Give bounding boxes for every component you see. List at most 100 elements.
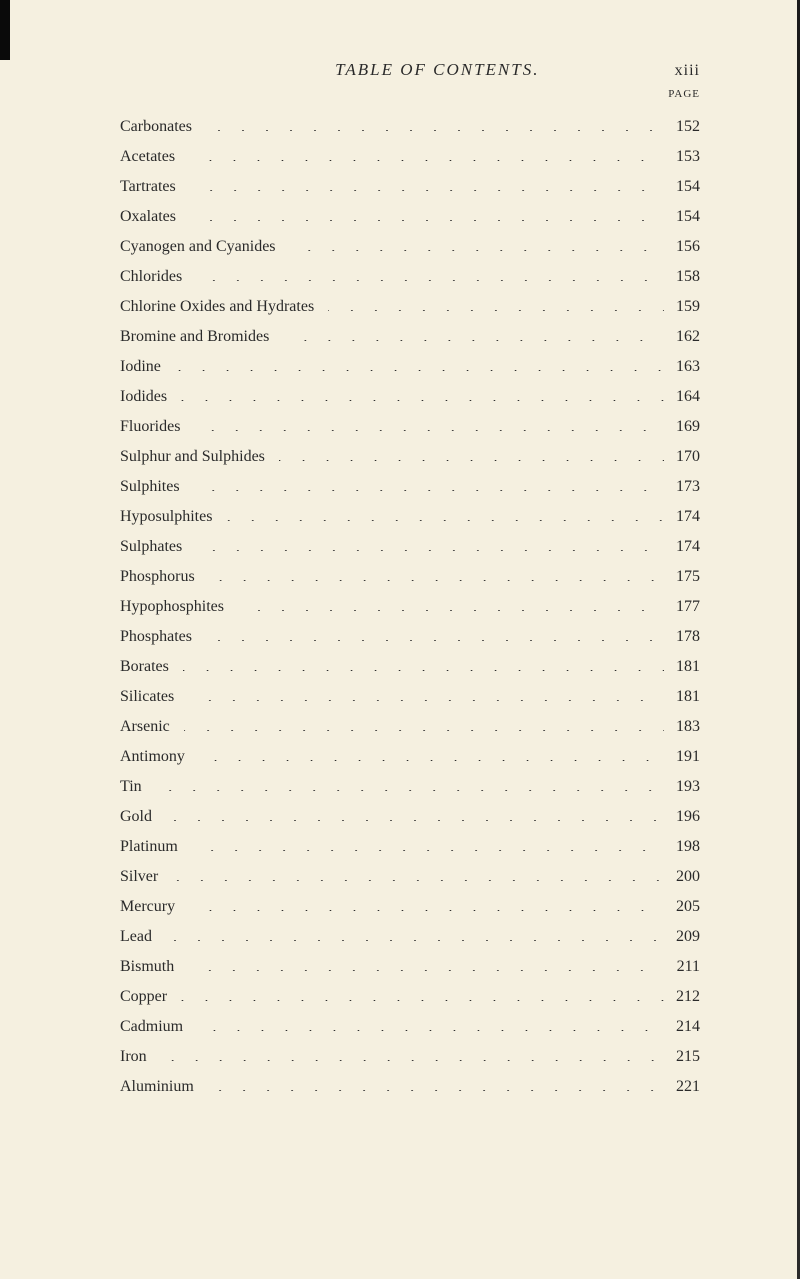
toc-entry-label: Oxalates <box>120 208 176 226</box>
toc-entry-label: Acetates <box>120 148 175 166</box>
toc-entry-page: 193 <box>670 778 700 796</box>
toc-entry-label: Tin <box>120 778 142 796</box>
toc-dots <box>196 550 664 551</box>
toc-entry: Sulphur and Sulphides170 <box>120 448 700 466</box>
toc-entry-page: 164 <box>670 388 700 406</box>
toc-entry: Chlorides158 <box>120 268 700 286</box>
toc-dots <box>172 880 664 881</box>
toc-entry-label: Silver <box>120 868 158 886</box>
toc-entry-page: 174 <box>670 538 700 556</box>
toc-entry-label: Tartrates <box>120 178 176 196</box>
toc-dots <box>238 610 664 611</box>
toc-entry: Phosphorus 175 <box>120 568 700 586</box>
toc-entry-label: Phosphates <box>120 628 192 646</box>
toc-entry-page: 198 <box>670 838 700 856</box>
toc-entry-page: 191 <box>670 748 700 766</box>
toc-entry: Cadmium 214 <box>120 1018 700 1036</box>
toc-dots <box>189 910 664 911</box>
toc-entry-label: Arsenic <box>120 718 170 736</box>
toc-dots <box>181 400 664 401</box>
toc-entry-page: 221 <box>670 1078 700 1096</box>
toc-entry-label: Lead <box>120 928 152 946</box>
page-number-roman: xiii <box>675 62 700 80</box>
toc-entry: Silicates 181 <box>120 688 700 706</box>
toc-dots <box>196 280 664 281</box>
toc-entry-label: Hypophosphites <box>120 598 224 616</box>
toc-entry-page: 183 <box>670 718 700 736</box>
toc-entry: Iodides164 <box>120 388 700 406</box>
toc-entry-label: Sulphates <box>120 538 182 556</box>
toc-entry-page: 196 <box>670 808 700 826</box>
toc-entry-page: 212 <box>670 988 700 1006</box>
toc-dots <box>184 730 664 731</box>
toc-dots <box>206 640 664 641</box>
toc-dots <box>206 130 664 131</box>
toc-entry: Oxalates154 <box>120 208 700 226</box>
toc-list: Carbonates152Acetates153Tartrates154Oxal… <box>120 118 700 1096</box>
toc-entry-page: 156 <box>670 238 700 256</box>
toc-entry-label: Carbonates <box>120 118 192 136</box>
toc-entry-page: 209 <box>670 928 700 946</box>
toc-entry: Bromine and Bromides 162 <box>120 328 700 346</box>
toc-entry-label: Bromine and Bromides <box>120 328 269 346</box>
toc-dots <box>166 940 664 941</box>
page-edge-mark <box>0 0 10 60</box>
toc-dots <box>181 1000 664 1001</box>
toc-entry-page: 181 <box>670 688 700 706</box>
toc-entry: Chlorine Oxides and Hydrates159 <box>120 298 700 316</box>
toc-entry: Carbonates 152 <box>120 118 700 136</box>
toc-dots <box>197 1030 664 1031</box>
toc-entry-label: Platinum <box>120 838 178 856</box>
toc-entry-label: Chlorides <box>120 268 182 286</box>
toc-entry: Sulphates 174 <box>120 538 700 556</box>
toc-entry: Fluorides169 <box>120 418 700 436</box>
toc-dots <box>189 160 664 161</box>
toc-entry-page: 173 <box>670 478 700 496</box>
toc-entry-page: 211 <box>670 958 700 976</box>
toc-dots <box>209 580 664 581</box>
toc-entry: Silver200 <box>120 868 700 886</box>
toc-entry-page: 159 <box>670 298 700 316</box>
toc-entry-page: 153 <box>670 148 700 166</box>
toc-dots <box>194 490 664 491</box>
toc-entry-page: 152 <box>670 118 700 136</box>
toc-dots <box>226 520 664 521</box>
toc-entry-label: Gold <box>120 808 152 826</box>
toc-entry: Cyanogen and Cyanides156 <box>120 238 700 256</box>
toc-entry: Hyposulphites174 <box>120 508 700 526</box>
toc-entry-label: Hyposulphites <box>120 508 212 526</box>
toc-entry: Acetates 153 <box>120 148 700 166</box>
toc-entry: Mercury205 <box>120 898 700 916</box>
toc-entry: Lead 209 <box>120 928 700 946</box>
toc-entry-page: 175 <box>670 568 700 586</box>
toc-entry-page: 178 <box>670 628 700 646</box>
toc-entry-label: Phosphorus <box>120 568 195 586</box>
page-column-label: PAGE <box>120 88 700 100</box>
toc-entry-page: 170 <box>670 448 700 466</box>
toc-entry: Copper212 <box>120 988 700 1006</box>
toc-entry: Iron215 <box>120 1048 700 1066</box>
toc-dots <box>188 970 664 971</box>
toc-entry-label: Borates <box>120 658 169 676</box>
header-title: TABLE OF CONTENTS. <box>120 60 675 80</box>
toc-dots <box>175 370 664 371</box>
toc-entry: Phosphates 178 <box>120 628 700 646</box>
toc-entry-page: 214 <box>670 1018 700 1036</box>
toc-entry-label: Mercury <box>120 898 175 916</box>
toc-entry: Antimony191 <box>120 748 700 766</box>
toc-entry-label: Bismuth <box>120 958 174 976</box>
toc-entry: Arsenic 183 <box>120 718 700 736</box>
page-header: TABLE OF CONTENTS. xiii <box>120 60 700 80</box>
toc-dots <box>279 460 664 461</box>
toc-dots <box>192 850 664 851</box>
toc-entry-label: Silicates <box>120 688 174 706</box>
toc-entry-label: Sulphites <box>120 478 180 496</box>
toc-entry-label: Fluorides <box>120 418 180 436</box>
toc-entry-page: 215 <box>670 1048 700 1066</box>
toc-dots <box>183 670 664 671</box>
toc-dots <box>188 700 664 701</box>
toc-entry-page: 163 <box>670 358 700 376</box>
toc-dots <box>190 220 664 221</box>
toc-entry-label: Cadmium <box>120 1018 183 1036</box>
toc-entry-page: 162 <box>670 328 700 346</box>
